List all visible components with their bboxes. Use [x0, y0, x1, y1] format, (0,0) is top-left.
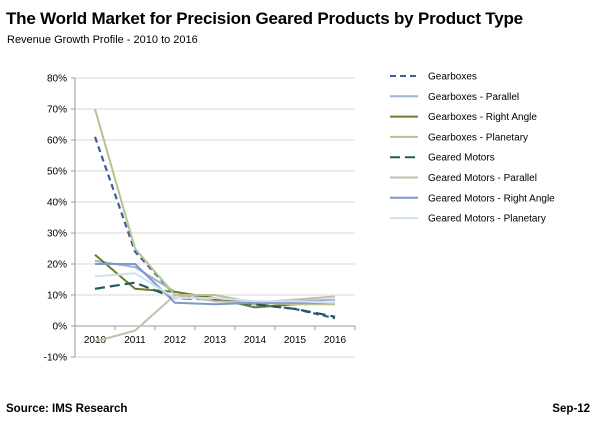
legend-label: Geared Motors - Right Angle — [428, 193, 555, 204]
y-axis-tick-labels: -10% 0% 10% 20% 30% 40% 50% 60% 70% 80% — [44, 74, 67, 364]
source-note: Source: IMS Research — [6, 403, 128, 415]
grid-lines — [75, 77, 355, 358]
x-tick-label: 2012 — [164, 335, 187, 346]
legend: Gearboxes Gearboxes - Parallel Gearboxes -… — [390, 72, 555, 225]
x-tick-label: 2013 — [204, 335, 227, 346]
series-line-gearboxes — [93, 136, 336, 320]
series-line-geared-motors-parallel — [94, 294, 336, 343]
series-line-geared-motors-right-angle — [95, 263, 335, 306]
x-tick-label: 2015 — [284, 335, 307, 346]
legend-label: Gearboxes - Parallel — [428, 92, 519, 103]
legend-label: Geared Motors — [428, 153, 495, 164]
chart-title: The World Market for Precision Geared Pr… — [6, 9, 523, 28]
y-tick-label: 10% — [47, 291, 67, 302]
y-tick-label: -10% — [44, 353, 67, 364]
chart-subtitle: Revenue Growth Profile - 2010 to 2016 — [7, 34, 198, 46]
date-note: Sep-12 — [552, 403, 590, 415]
y-tick-label: 0% — [53, 322, 68, 333]
legend-label: Gearboxes - Right Angle — [428, 112, 537, 123]
y-tick-label: 70% — [47, 105, 67, 116]
axes — [71, 77, 356, 358]
series-line-gearboxes-planetary — [94, 108, 335, 306]
y-tick-label: 60% — [47, 136, 67, 147]
x-tick-label: 2014 — [244, 335, 267, 346]
x-tick-label: 2016 — [324, 335, 347, 346]
legend-label: Gearboxes — [428, 72, 477, 83]
y-tick-label: 30% — [47, 229, 67, 240]
y-tick-label: 50% — [47, 167, 67, 178]
series-line-geared-motors — [94, 281, 336, 318]
legend-label: Geared Motors - Parallel — [428, 173, 537, 184]
y-tick-label: 20% — [47, 260, 67, 271]
x-tick-label: 2011 — [124, 335, 146, 346]
y-tick-label: 80% — [47, 74, 67, 85]
series-lines — [93, 108, 336, 343]
series-line-geared-motors-planetary — [94, 272, 336, 304]
legend-label: Geared Motors - Planetary — [428, 214, 546, 225]
y-tick-label: 40% — [47, 198, 67, 209]
x-axis-tick-labels: 2010 2011 2012 2013 2014 2015 2016 — [84, 335, 347, 346]
legend-label: Gearboxes - Planetary — [428, 132, 528, 143]
